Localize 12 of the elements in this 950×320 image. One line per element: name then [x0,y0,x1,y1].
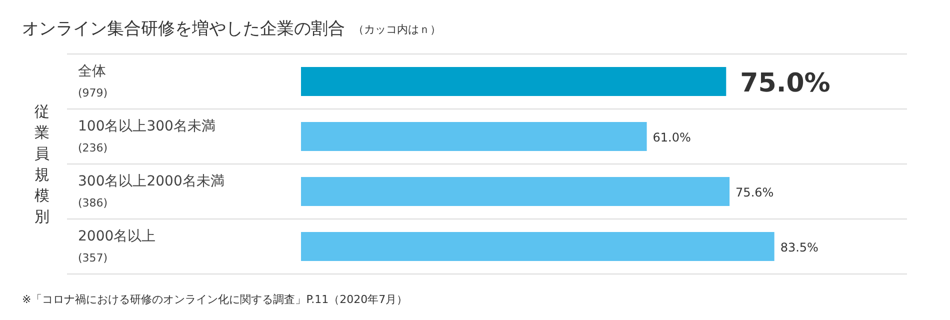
ylabel: 従業員規模別 [34,102,50,226]
category: 100名以上300名未満 (236) [78,118,216,154]
category: 300名以上2000名未満 (386) [78,174,224,210]
value-label: 61.0% [652,130,691,144]
category: 2000名以上 (357) [78,228,156,264]
subtitle: （カッコ内はｎ） [353,23,441,36]
value-label: 75.6% [736,186,774,200]
value-label: 75.0% [740,68,830,98]
annotation: ※「コロナ禍における研修のオンライン化に関する調査」P.11（2020年7月） [22,293,408,306]
value-label: 83.5% [780,240,818,254]
category: 全体 (979) [78,64,108,100]
title: オンライン集合研修を増やした企業の割合 [22,19,345,39]
